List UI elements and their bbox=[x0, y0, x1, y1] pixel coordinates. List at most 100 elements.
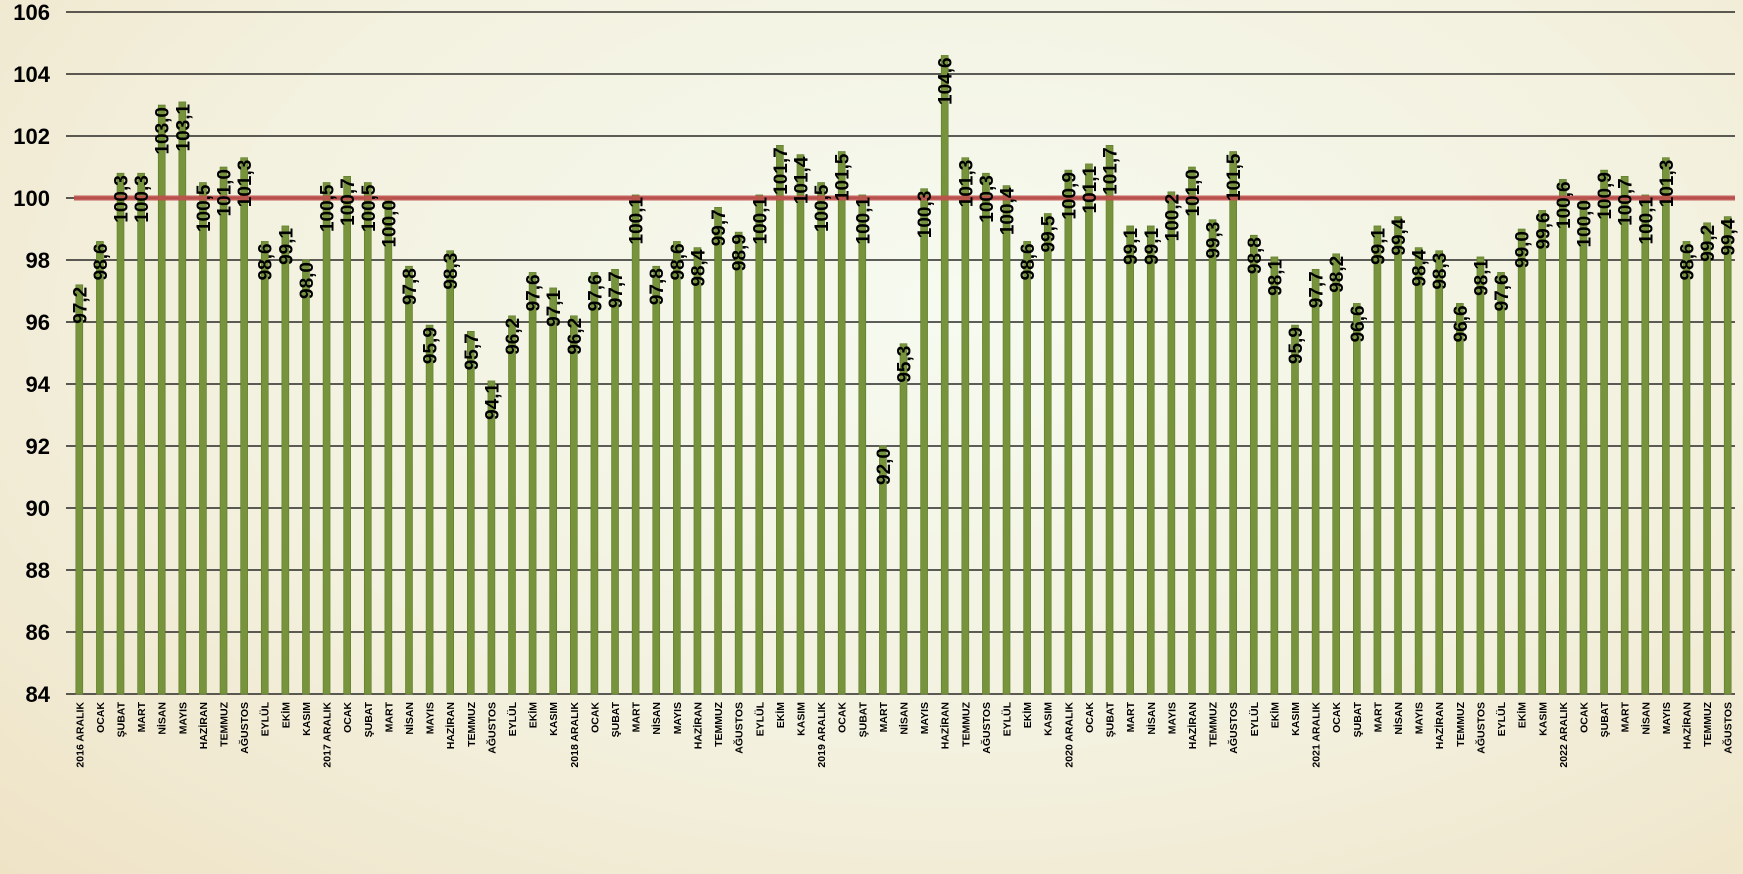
y-tick-label: 96 bbox=[26, 310, 50, 335]
bar bbox=[219, 166, 228, 695]
y-axis: 84 86 88 90 92 94 96 98 100 102 104 106 bbox=[13, 0, 50, 707]
x-tick-label: OCAK bbox=[95, 702, 107, 733]
bar bbox=[673, 241, 681, 695]
data-label: 101,1 bbox=[1080, 165, 1101, 213]
data-label: 101,3 bbox=[235, 160, 256, 208]
bar bbox=[281, 225, 290, 695]
x-tick-label: NİSAN bbox=[650, 702, 663, 735]
data-label: 96,2 bbox=[503, 318, 524, 355]
x-tick-label: OCAK bbox=[837, 702, 849, 733]
x-tick-label: TEMMUZ bbox=[960, 701, 972, 746]
x-tick-label: ŞUBAT bbox=[116, 701, 128, 737]
bar bbox=[1023, 241, 1031, 695]
data-label: 100,3 bbox=[915, 191, 936, 239]
data-label: 94,1 bbox=[482, 382, 503, 419]
bar bbox=[1723, 216, 1732, 695]
x-tick-label: ŞUBAT bbox=[1599, 701, 1611, 737]
data-label: 97,6 bbox=[524, 274, 545, 311]
x-tick-label: TEMMUZ bbox=[1208, 701, 1220, 746]
x-tick-label: MART bbox=[1125, 701, 1137, 732]
x-tick-label: ŞUBAT bbox=[1105, 701, 1117, 737]
x-tick-label: NİSAN bbox=[1145, 702, 1158, 735]
bar bbox=[920, 188, 928, 695]
bar bbox=[879, 445, 887, 695]
x-tick-label: MART bbox=[631, 701, 643, 732]
bar bbox=[1064, 169, 1073, 695]
x-tick-label: NİSAN bbox=[403, 702, 416, 735]
x-tick-label: TEMMUZ bbox=[1702, 701, 1714, 746]
data-label: 100,7 bbox=[338, 178, 359, 226]
bar bbox=[1600, 169, 1608, 695]
x-tick-label: MAYIS bbox=[672, 702, 684, 734]
data-label: 98,4 bbox=[1410, 249, 1431, 286]
x-tick-label: TEMMUZ bbox=[1455, 701, 1467, 746]
data-label: 101,5 bbox=[1224, 153, 1245, 201]
data-label: 100,6 bbox=[1554, 181, 1575, 229]
x-tick-label: EYLÜL bbox=[259, 701, 272, 736]
data-label: 100,0 bbox=[1574, 200, 1595, 248]
data-label: 99,2 bbox=[1698, 225, 1719, 262]
x-tick-label: EKİM bbox=[527, 702, 540, 729]
bar bbox=[755, 194, 764, 695]
data-label: 99,0 bbox=[1513, 231, 1534, 268]
data-label: 97,6 bbox=[585, 274, 606, 311]
y-tick-label: 98 bbox=[26, 248, 50, 273]
bar bbox=[858, 194, 867, 695]
bar bbox=[1497, 272, 1505, 695]
x-tick-label: 2019 ARALIK bbox=[816, 702, 828, 768]
data-label: 101,0 bbox=[1183, 169, 1204, 217]
bar bbox=[631, 194, 640, 695]
data-label: 98,2 bbox=[1327, 256, 1348, 293]
bars bbox=[75, 55, 1732, 695]
bar bbox=[343, 176, 351, 695]
bar bbox=[1146, 225, 1155, 695]
x-tick-label: OCAK bbox=[1578, 702, 1590, 733]
data-label: 99,3 bbox=[1204, 222, 1225, 259]
bar bbox=[1435, 250, 1444, 695]
x-tick-label: AĞUSTOS bbox=[1474, 702, 1487, 754]
x-tick-label: EYLÜL bbox=[1001, 701, 1014, 736]
bar bbox=[899, 343, 908, 695]
bar bbox=[1105, 145, 1114, 695]
x-tick-label: TEMMUZ bbox=[466, 701, 478, 746]
bar bbox=[1517, 228, 1526, 695]
bar bbox=[178, 101, 187, 695]
data-label: 100,1 bbox=[1636, 196, 1657, 244]
x-tick-label: MAYIS bbox=[1661, 702, 1673, 734]
x-tick-label: OCAK bbox=[342, 702, 354, 733]
bar bbox=[817, 182, 825, 695]
x-tick-label: HAZİRAN bbox=[939, 702, 952, 749]
data-label: 98,9 bbox=[730, 234, 751, 271]
x-tick-label: HAZİRAN bbox=[197, 702, 210, 749]
data-label: 100,5 bbox=[359, 184, 380, 232]
bar bbox=[199, 182, 207, 695]
x-tick-label: ŞUBAT bbox=[1352, 701, 1364, 737]
x-tick-label: MAYIS bbox=[1414, 702, 1426, 734]
data-label: 100,5 bbox=[318, 184, 339, 232]
data-label: 100,3 bbox=[132, 175, 153, 223]
bar bbox=[1085, 163, 1093, 695]
bar bbox=[549, 287, 558, 695]
data-label: 99,1 bbox=[1368, 227, 1389, 264]
bar bbox=[487, 380, 496, 695]
bar bbox=[137, 172, 145, 695]
x-tick-label: MART bbox=[383, 701, 395, 732]
data-label: 95,3 bbox=[895, 346, 916, 383]
bar bbox=[1620, 176, 1629, 695]
x-tick-label: HAZİRAN bbox=[1186, 702, 1199, 749]
data-label: 98,6 bbox=[668, 243, 689, 280]
data-label: 100,2 bbox=[1162, 194, 1183, 242]
bar bbox=[384, 197, 393, 695]
data-label: 98,0 bbox=[297, 262, 318, 299]
x-tick-label: MAYIS bbox=[1166, 702, 1178, 734]
data-label: 98,6 bbox=[1018, 243, 1039, 280]
data-label: 98,8 bbox=[1245, 237, 1266, 274]
y-tick-label: 104 bbox=[13, 62, 50, 87]
x-axis: 2016 ARALIK OCAK ŞUBAT MART NİSAN MAYIS HAZİRA… bbox=[74, 701, 1734, 767]
y-tick-label: 88 bbox=[26, 558, 50, 583]
y-tick-label: 90 bbox=[26, 496, 50, 521]
x-tick-label: EYLÜL bbox=[1248, 701, 1261, 736]
x-tick-label: KASIM bbox=[1043, 702, 1055, 736]
x-tick-label: MAYIS bbox=[425, 702, 437, 734]
